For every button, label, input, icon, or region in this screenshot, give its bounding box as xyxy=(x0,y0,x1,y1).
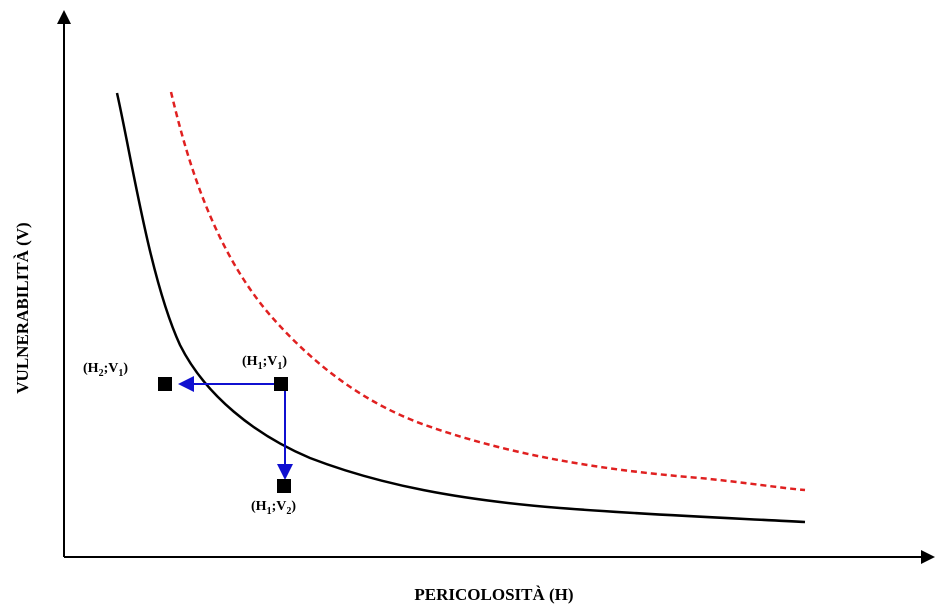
solid-curve xyxy=(115,92,806,524)
marker-h1v1 xyxy=(274,377,288,391)
dashed-curve xyxy=(169,91,806,492)
marker-h1v2 xyxy=(277,479,291,493)
label-h1v2: (H1;V2) xyxy=(251,499,296,517)
label-h1v1: (H1;V1) xyxy=(242,354,287,372)
marker-h2v1 xyxy=(158,377,172,391)
x-axis-label: PERICOLOSITÀ (H) xyxy=(414,585,573,604)
label-h2v1: (H2;V1) xyxy=(83,361,128,379)
y-axis-label: VULNERABILITÀ (V) xyxy=(13,222,32,393)
